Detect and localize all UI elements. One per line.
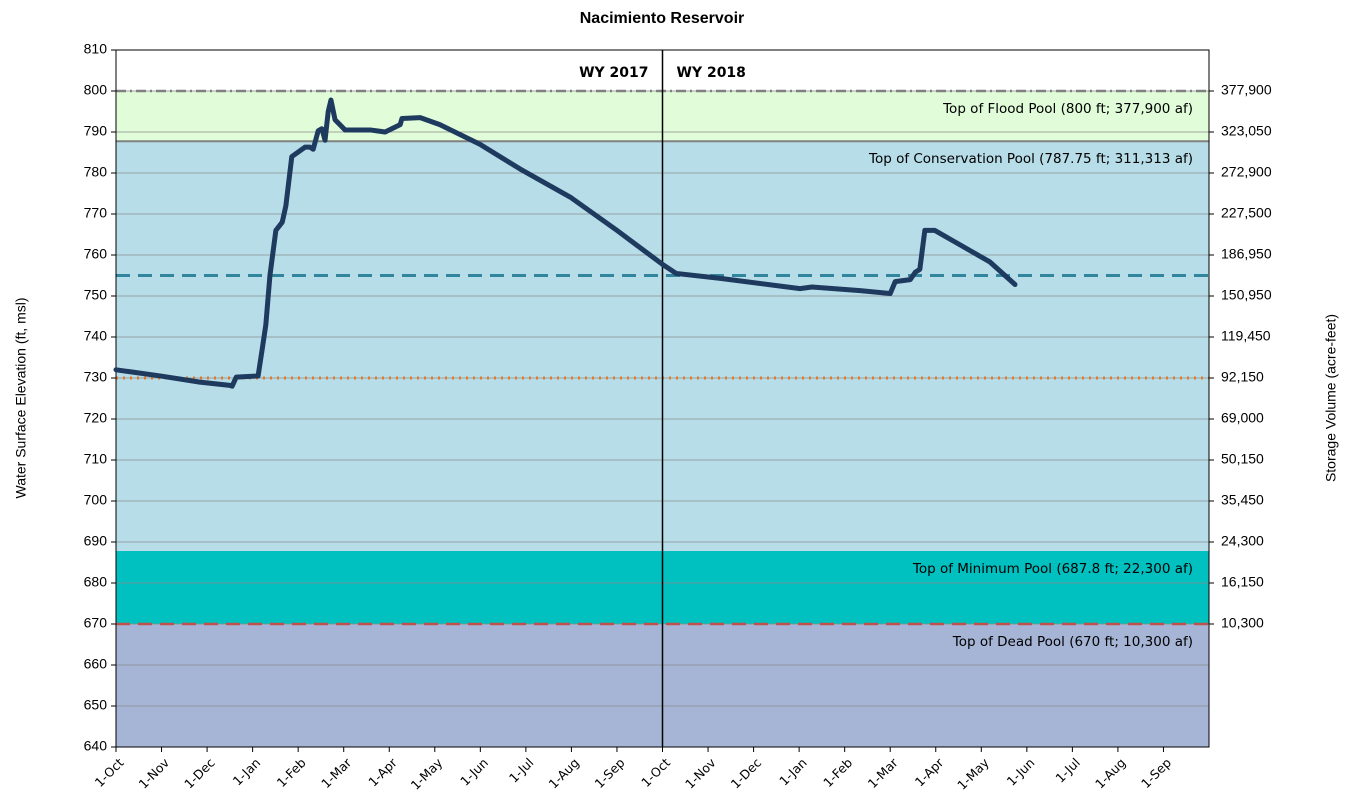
y-tick-label: 690 bbox=[84, 533, 108, 549]
y-tick-label: 740 bbox=[84, 328, 108, 344]
x-tick-label: 1-Jan bbox=[230, 755, 264, 789]
x-tick-label: 1-Feb bbox=[820, 755, 855, 790]
y-tick-label: 800 bbox=[84, 82, 108, 98]
y-tick-label: 810 bbox=[84, 41, 108, 57]
water-year-label: WY 2017 bbox=[579, 65, 648, 81]
x-tick-label: 1-Dec bbox=[728, 755, 765, 792]
y-tick-label: 680 bbox=[84, 574, 108, 590]
y2-axis-label: Storage Volume (acre-feet) bbox=[1323, 314, 1339, 482]
y2-tick-label: 150,950 bbox=[1221, 287, 1272, 303]
y-tick-label: 650 bbox=[84, 697, 108, 713]
y2-tick-label: 119,450 bbox=[1221, 328, 1271, 344]
x-tick-label: 1-Jan bbox=[776, 755, 810, 789]
pool-label: Top of Conservation Pool (787.75 ft; 311… bbox=[868, 151, 1193, 167]
x-tick-label: 1-Jun bbox=[1004, 755, 1038, 789]
x-tick-label: 1-Jul bbox=[1052, 755, 1083, 786]
y-tick-label: 790 bbox=[84, 123, 108, 139]
x-tick-label: 1-May bbox=[408, 755, 446, 793]
pool-label: Top of Flood Pool (800 ft; 377,900 af) bbox=[942, 101, 1193, 117]
x-tick-label: 1-Dec bbox=[181, 755, 218, 792]
x-tick-label: 1-Jul bbox=[506, 755, 537, 786]
water-year-label: WY 2018 bbox=[677, 65, 746, 81]
y2-tick-label: 50,150 bbox=[1221, 451, 1264, 467]
x-tick-label: 1-Mar bbox=[865, 754, 902, 791]
y-tick-label: 710 bbox=[84, 451, 108, 467]
y2-tick-label: 16,150 bbox=[1221, 574, 1264, 590]
x-tick-label: 1-Aug bbox=[1092, 755, 1128, 791]
x-tick-label: 1-Jun bbox=[457, 755, 491, 789]
y2-tick-label: 227,500 bbox=[1221, 205, 1272, 221]
x-tick-label: 1-Apr bbox=[912, 754, 947, 789]
y-tick-label: 750 bbox=[84, 287, 108, 303]
pool-label: Top of Dead Pool (670 ft; 10,300 af) bbox=[952, 634, 1193, 650]
y2-tick-label: 272,900 bbox=[1221, 164, 1272, 180]
y-tick-label: 670 bbox=[84, 615, 108, 631]
x-tick-label: 1-Nov bbox=[135, 755, 172, 792]
x-tick-label: 1-Nov bbox=[682, 755, 719, 792]
y2-tick-label: 69,000 bbox=[1221, 410, 1264, 426]
y-axis-label: Water Surface Elevation (ft, msl) bbox=[13, 298, 29, 499]
x-tick-label: 1-Oct bbox=[638, 755, 673, 790]
y2-tick-label: 24,300 bbox=[1221, 533, 1264, 549]
y-tick-label: 660 bbox=[84, 656, 108, 672]
x-tick-label: 1-Aug bbox=[546, 755, 582, 791]
x-tick-label: 1-Sep bbox=[591, 755, 627, 791]
x-tick-label: 1-Oct bbox=[92, 755, 127, 790]
y-tick-label: 760 bbox=[84, 246, 108, 262]
y2-tick-label: 92,150 bbox=[1221, 369, 1264, 385]
x-tick-label: 1-May bbox=[954, 755, 992, 793]
y-tick-label: 700 bbox=[84, 492, 108, 508]
x-tick-label: 1-Mar bbox=[318, 754, 355, 791]
elevation-line bbox=[113, 97, 1018, 389]
y2-tick-label: 377,900 bbox=[1221, 82, 1272, 98]
y2-tick-label: 35,450 bbox=[1221, 492, 1264, 508]
y2-tick-label: 323,050 bbox=[1221, 123, 1272, 139]
y2-tick-label: 186,950 bbox=[1221, 246, 1272, 262]
y-tick-label: 720 bbox=[84, 410, 108, 426]
x-tick-label: 1-Apr bbox=[365, 754, 400, 789]
pool-label: Top of Minimum Pool (687.8 ft; 22,300 af… bbox=[912, 561, 1193, 577]
y-tick-label: 730 bbox=[84, 369, 108, 385]
x-tick-label: 1-Feb bbox=[274, 755, 309, 790]
x-tick-label: 1-Sep bbox=[1138, 755, 1174, 791]
chart-title: Nacimiento Reservoir bbox=[580, 10, 745, 27]
y2-tick-label: 10,300 bbox=[1221, 615, 1264, 631]
y-tick-label: 780 bbox=[84, 164, 108, 180]
y-tick-label: 640 bbox=[84, 738, 108, 754]
y-tick-label: 770 bbox=[84, 205, 108, 221]
